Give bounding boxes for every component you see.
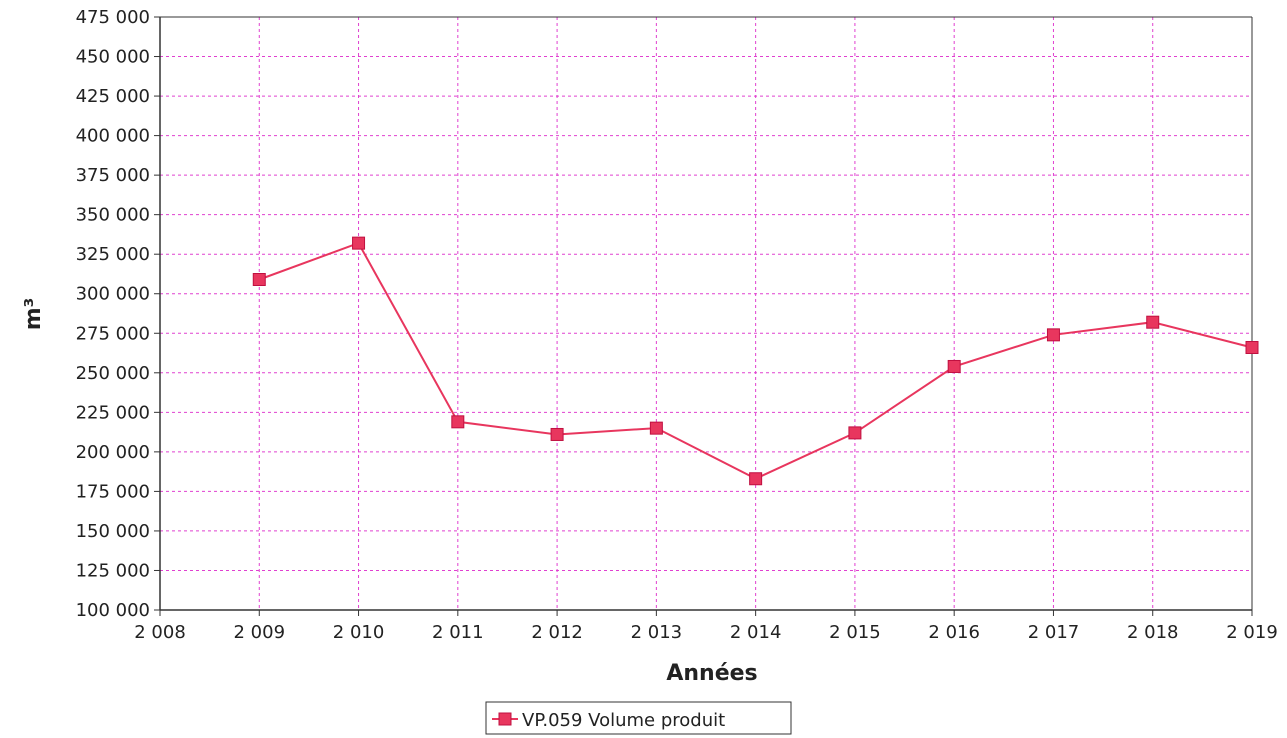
y-tick-label: 175 000: [76, 481, 150, 502]
y-tick-label: 125 000: [76, 560, 150, 581]
data-point-marker: [451, 415, 465, 429]
y-tick-label: 250 000: [76, 363, 150, 384]
y-tick-label: 450 000: [76, 47, 150, 68]
x-tick-label: 2 014: [730, 622, 782, 643]
x-tick-label: 2 010: [333, 622, 385, 643]
y-tick-label: 300 000: [76, 284, 150, 305]
legend-label: VP.059 Volume produit: [522, 710, 725, 731]
x-tick-label: 2 016: [928, 622, 980, 643]
x-tick-label: 2 012: [531, 622, 583, 643]
y-tick-label: 225 000: [76, 402, 150, 423]
data-point-marker: [649, 421, 663, 435]
data-point-marker: [947, 359, 961, 373]
x-axis-title: Années: [666, 661, 757, 686]
legend: VP.059 Volume produit: [485, 701, 792, 735]
series-layer: [252, 236, 1259, 486]
y-tick-label: 375 000: [76, 165, 150, 186]
x-tick-label: 2 009: [234, 622, 286, 643]
y-tick-label: 400 000: [76, 126, 150, 147]
y-tick-label: 100 000: [76, 600, 150, 621]
y-tick-label: 200 000: [76, 442, 150, 463]
y-tick-label: 350 000: [76, 205, 150, 226]
y-tick-label: 275 000: [76, 323, 150, 344]
data-point-marker: [749, 472, 763, 486]
data-point-marker: [1046, 328, 1060, 342]
x-tick-label: 2 017: [1028, 622, 1080, 643]
y-axis-title: m³: [21, 298, 46, 331]
x-tick-label: 2 019: [1226, 622, 1278, 643]
x-tick-label: 2 008: [134, 622, 186, 643]
y-tick-label: 150 000: [76, 521, 150, 542]
data-point-marker: [1245, 340, 1259, 354]
plot-area: [160, 17, 1252, 610]
axis-ticks: 100 000 125 000 150 000 175 000 200 000 225 0…: [76, 7, 1278, 643]
data-point-marker: [252, 273, 266, 287]
y-tick-label: 475 000: [76, 7, 150, 28]
data-point-marker: [1146, 315, 1160, 329]
data-point-marker: [352, 236, 366, 250]
x-tick-label: 2 013: [631, 622, 683, 643]
y-tick-label: 325 000: [76, 244, 150, 265]
legend-box: [485, 701, 792, 735]
y-tick-label: 425 000: [76, 86, 150, 107]
x-tick-label: 2 018: [1127, 622, 1179, 643]
x-tick-label: 2 015: [829, 622, 881, 643]
data-point-marker: [848, 426, 862, 440]
gridlines: [160, 16, 1253, 610]
legend-swatch-marker: [498, 712, 512, 726]
data-point-marker: [550, 427, 564, 441]
x-tick-label: 2 011: [432, 622, 484, 643]
